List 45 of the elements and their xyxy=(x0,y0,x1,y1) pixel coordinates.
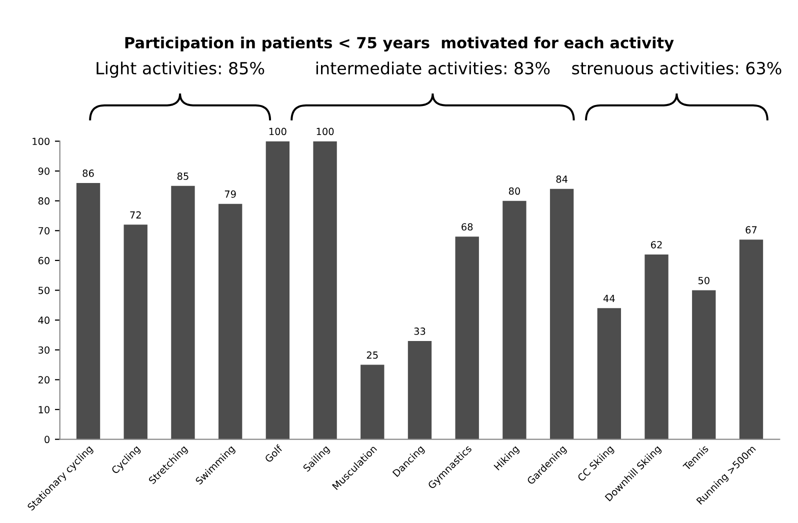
bar xyxy=(266,141,290,440)
data-label: 86 xyxy=(82,170,94,177)
y-tick-label: 80 xyxy=(38,197,50,205)
bar xyxy=(313,141,337,440)
y-tick-label: 10 xyxy=(38,406,50,414)
data-label: 100 xyxy=(269,128,286,136)
bar xyxy=(171,186,195,440)
y-tick-label: 40 xyxy=(38,316,50,324)
data-label: 50 xyxy=(698,276,710,284)
y-tick-label: 50 xyxy=(38,286,50,294)
bar xyxy=(360,364,384,440)
data-label: 85 xyxy=(177,172,188,180)
data-label: 62 xyxy=(651,241,662,248)
y-tick-label: 0 xyxy=(44,436,50,444)
bar xyxy=(502,200,526,440)
bar xyxy=(124,224,148,440)
data-label: 72 xyxy=(130,211,141,218)
data-label: 25 xyxy=(366,351,378,359)
bar xyxy=(692,290,716,440)
y-tick-label: 70 xyxy=(38,227,50,234)
data-label: 79 xyxy=(224,190,236,198)
bar xyxy=(550,188,574,440)
chart-title: Participation in patients < 75 years motivated for each activity xyxy=(125,36,674,52)
bar xyxy=(76,182,100,440)
data-label: 80 xyxy=(508,187,520,195)
data-label: 84 xyxy=(556,176,568,183)
bar xyxy=(408,340,432,440)
data-label: 44 xyxy=(603,294,615,302)
bar xyxy=(597,308,622,440)
bar xyxy=(218,204,242,440)
y-tick-label: 20 xyxy=(38,376,50,384)
y-tick-label: 60 xyxy=(38,256,50,264)
data-label: 67 xyxy=(746,226,757,234)
y-tick-label: 90 xyxy=(38,168,50,175)
data-label: 33 xyxy=(414,328,426,335)
text: strenuous activities: 63% xyxy=(572,62,782,74)
y-tick-label: 30 xyxy=(38,346,50,354)
text: intermediate activities: 83% xyxy=(316,62,550,74)
text: Light activities: 85% xyxy=(96,62,264,78)
bar xyxy=(739,240,764,440)
bar xyxy=(644,254,668,440)
data-label: 68 xyxy=(462,223,473,231)
data-label: 100 xyxy=(316,128,334,136)
bar xyxy=(455,236,479,440)
y-tick-label: 100 xyxy=(32,138,50,146)
